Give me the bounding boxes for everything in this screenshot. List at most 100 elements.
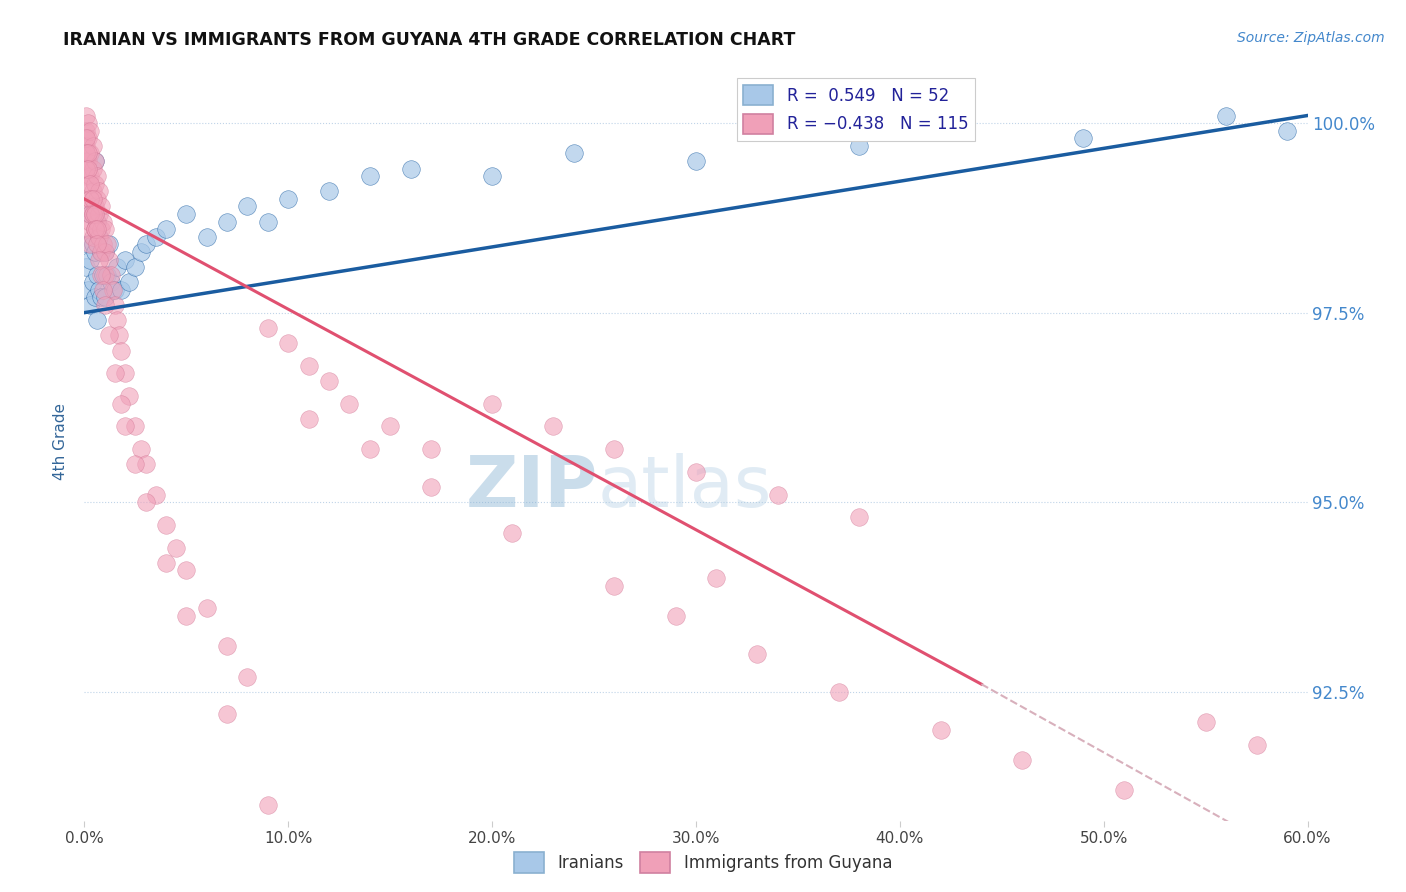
Point: [135, 495, 157, 509]
Point: [217, 215, 239, 229]
Point: [93, 268, 115, 282]
Point: [155, 556, 177, 570]
Point: [195, 601, 218, 615]
Point: [118, 276, 141, 290]
Point: [79, 237, 101, 252]
Point: [603, 442, 626, 457]
Point: [543, 419, 565, 434]
Point: [1073, 131, 1095, 145]
Point: [90, 245, 112, 260]
Point: [93, 222, 115, 236]
Point: [77, 222, 100, 236]
Point: [93, 245, 115, 260]
Point: [90, 245, 112, 260]
Point: [91, 215, 114, 229]
Point: [502, 525, 524, 540]
Point: [848, 510, 870, 524]
Point: [86, 169, 108, 184]
Point: [75, 161, 97, 176]
Point: [77, 131, 100, 145]
Point: [82, 207, 104, 221]
Point: [1277, 124, 1299, 138]
Point: [145, 230, 167, 244]
Point: [87, 230, 110, 244]
Point: [77, 177, 100, 191]
Point: [100, 276, 122, 290]
Point: [75, 154, 97, 169]
Point: [277, 192, 299, 206]
Point: [79, 298, 101, 312]
Point: [82, 192, 104, 206]
Point: [93, 245, 115, 260]
Point: [83, 207, 105, 221]
Point: [75, 169, 97, 184]
Point: [929, 723, 952, 737]
Point: [104, 367, 127, 381]
Point: [114, 367, 136, 381]
Point: [104, 283, 127, 297]
Point: [105, 313, 128, 327]
Point: [562, 146, 585, 161]
Point: [217, 639, 239, 653]
Point: [359, 442, 381, 457]
Point: [339, 397, 361, 411]
Point: [155, 518, 177, 533]
Point: [257, 321, 280, 335]
Point: [131, 442, 153, 457]
Point: [665, 609, 688, 624]
Point: [105, 260, 128, 275]
Point: [75, 124, 97, 138]
Point: [96, 268, 118, 282]
Point: [114, 252, 136, 267]
Point: [766, 488, 789, 502]
Point: [83, 200, 105, 214]
Point: [83, 207, 105, 221]
Point: [86, 215, 108, 229]
Text: ZIP: ZIP: [465, 452, 598, 522]
Point: [1215, 109, 1237, 123]
Point: [236, 200, 259, 214]
Point: [603, 579, 626, 593]
Point: [79, 192, 101, 206]
Point: [79, 252, 101, 267]
Point: [87, 252, 110, 267]
Point: [82, 276, 104, 290]
Point: [97, 328, 120, 343]
Point: [828, 685, 851, 699]
Point: [110, 397, 132, 411]
Point: [93, 291, 115, 305]
Point: [83, 222, 105, 236]
Point: [145, 488, 167, 502]
Point: [135, 237, 157, 252]
Point: [86, 268, 108, 282]
Point: [950, 124, 973, 138]
Point: [101, 283, 124, 297]
Point: [77, 146, 100, 161]
Point: [380, 419, 402, 434]
Point: [110, 343, 132, 358]
Point: [359, 169, 381, 184]
Point: [87, 230, 110, 244]
Point: [93, 298, 115, 312]
Point: [83, 154, 105, 169]
Point: [79, 207, 101, 221]
Point: [79, 146, 101, 161]
Y-axis label: 4th Grade: 4th Grade: [53, 403, 69, 480]
Point: [83, 222, 105, 236]
Point: [91, 268, 114, 282]
Text: atlas: atlas: [598, 452, 772, 522]
Point: [86, 237, 108, 252]
Point: [195, 230, 218, 244]
Point: [1114, 783, 1136, 797]
Point: [75, 146, 97, 161]
Point: [420, 480, 443, 494]
Point: [79, 124, 101, 138]
Point: [131, 245, 153, 260]
Point: [685, 465, 707, 479]
Point: [165, 541, 187, 555]
Point: [87, 207, 110, 221]
Point: [97, 252, 120, 267]
Point: [257, 215, 280, 229]
Point: [124, 419, 146, 434]
Point: [236, 670, 259, 684]
